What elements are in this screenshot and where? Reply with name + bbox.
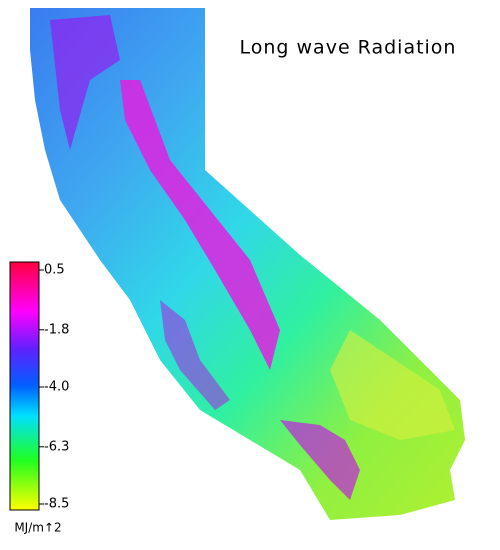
tick-label: -1.8 bbox=[44, 322, 69, 337]
color-bar bbox=[9, 261, 40, 511]
desert bbox=[330, 330, 455, 440]
tick-label: -8.5 bbox=[44, 497, 69, 512]
tick-label: -4.0 bbox=[44, 380, 69, 395]
unit-label: MJ/m↑2 bbox=[14, 521, 61, 535]
map-title: Long wave Radiation bbox=[240, 37, 457, 59]
north-ranges bbox=[50, 15, 120, 150]
tick-label: -6.3 bbox=[44, 439, 69, 454]
california-map bbox=[30, 8, 465, 520]
tick-label: 0.5 bbox=[44, 263, 65, 278]
color-legend: MJ/m↑2 0.5 -1.8 -4.0 -6.3 -8.5 bbox=[9, 261, 69, 535]
coast-ranges bbox=[160, 300, 230, 410]
south-mountains bbox=[280, 420, 360, 500]
sierra-nevada bbox=[120, 80, 280, 370]
